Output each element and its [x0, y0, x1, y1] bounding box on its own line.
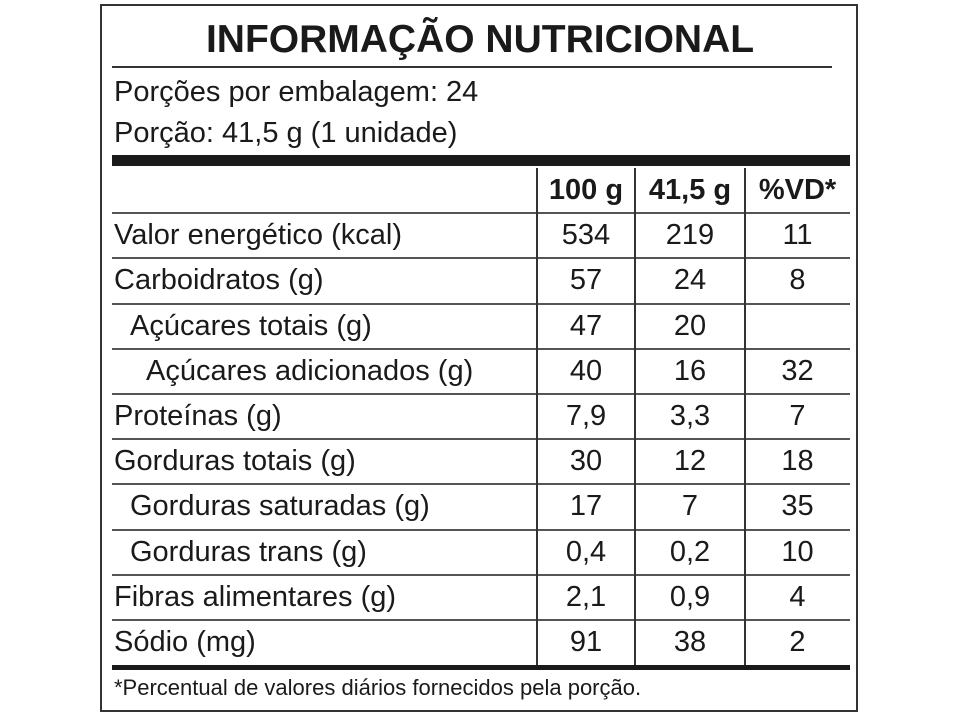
nutrient-value: 16	[673, 354, 707, 387]
nutrient-value: 38	[673, 626, 707, 658]
label-frame	[100, 4, 858, 712]
nutrient-name: Açúcares totais (g)	[130, 309, 372, 342]
nutrient-value: 2	[789, 626, 806, 658]
row-divider	[112, 528, 850, 531]
nutrient-value: 32	[781, 354, 814, 387]
row-divider	[112, 393, 850, 395]
nutrient-value: 57	[569, 264, 603, 297]
nutrient-value: 7	[681, 490, 699, 523]
servings-per-package: Porções por embalagem: 24	[114, 76, 479, 108]
nutrient-name: Carboidratos (g)	[114, 264, 324, 297]
nutrient-name: Gorduras trans (g)	[130, 535, 367, 568]
nutrient-value: 534	[561, 219, 611, 252]
row-divider	[112, 483, 850, 486]
column-divider	[536, 168, 538, 665]
footnote: *Percentual de valores diários fornecido…	[114, 675, 642, 700]
nutrient-value: 20	[673, 309, 707, 342]
nutrient-value: 8	[789, 264, 806, 297]
column-header: %VD*	[758, 174, 837, 206]
row-divider	[112, 212, 850, 215]
thick-rule	[112, 665, 850, 670]
nutrient-name: Açúcares adicionados (g)	[146, 354, 474, 387]
nutrient-value: 30	[569, 445, 603, 478]
nutrient-value: 0,2	[669, 535, 711, 568]
row-divider	[112, 257, 850, 260]
row-divider	[112, 347, 850, 350]
row-divider	[112, 619, 850, 621]
column-divider	[634, 168, 636, 665]
nutrient-value: 91	[569, 626, 603, 658]
nutrient-value: 47	[569, 309, 603, 342]
nutrient-value: 17	[569, 490, 603, 523]
column-header: 41,5 g	[648, 174, 732, 206]
column-header: 100 g	[548, 174, 624, 206]
nutrient-value: 7,9	[565, 400, 607, 432]
nutrient-value: 11	[782, 219, 813, 252]
row-divider	[112, 302, 850, 305]
nutrient-value: 4	[789, 580, 806, 613]
nutrient-name: Fibras alimentares (g)	[114, 580, 397, 613]
column-divider	[744, 168, 746, 665]
nutrient-name: Sódio (mg)	[114, 626, 256, 658]
nutrient-name: Gorduras saturadas (g)	[130, 490, 430, 523]
nutrient-name: Proteínas (g)	[114, 400, 282, 432]
thick-rule	[112, 155, 850, 166]
nutrient-value: 7	[789, 400, 806, 432]
nutrient-value: 10	[781, 535, 814, 568]
nutrient-value: 24	[673, 264, 707, 297]
title: INFORMAÇÃO NUTRICIONAL	[205, 18, 755, 61]
row-divider	[112, 573, 850, 576]
nutrient-value: 0,4	[565, 535, 607, 568]
serving-size: Porção: 41,5 g (1 unidade)	[114, 117, 458, 149]
nutrient-value: 219	[665, 219, 715, 252]
nutrient-value: 2,1	[565, 580, 607, 613]
nutrient-value: 18	[781, 445, 814, 478]
row-divider	[112, 438, 850, 441]
nutrient-value: 40	[569, 354, 603, 387]
nutrient-value: 0,9	[669, 580, 711, 613]
nutrient-name: Gorduras totais (g)	[114, 445, 356, 478]
nutrient-value: 3,3	[669, 400, 711, 432]
title-rule	[112, 66, 832, 68]
nutrient-name: Valor energético (kcal)	[114, 219, 402, 252]
nutrient-value: 12	[673, 445, 707, 478]
nutrient-value: 35	[781, 490, 814, 523]
